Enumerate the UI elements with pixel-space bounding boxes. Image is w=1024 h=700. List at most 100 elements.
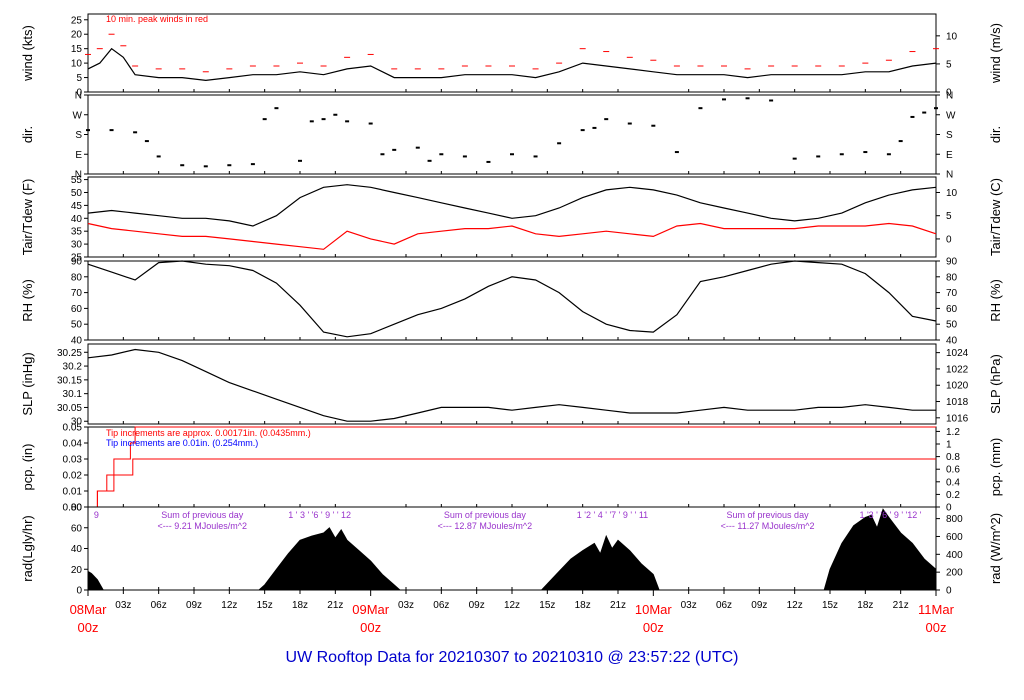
- rh-right-tick-label: 90: [946, 257, 958, 268]
- x-axis-day-time: 00z: [78, 620, 99, 635]
- rh-left-tick-label: 80: [71, 272, 83, 283]
- radiation-hour-label: 1 '2 ' 4 ' '7 ' 9 ' ' 11: [577, 510, 648, 520]
- dir-left-tick-label: E: [75, 150, 82, 161]
- precip-annotation: Tip increments are 0.01in. (0.254mm.): [106, 438, 258, 448]
- slp-slp-line: [87, 348, 936, 422]
- slp-right-tick-label: 1024: [946, 348, 969, 359]
- wind-ylabel-right: wind (m/s): [988, 23, 1003, 84]
- rad-right-tick-label: 0: [946, 586, 952, 597]
- radiation-sum-value: <--- 9.21 MJoules/m^2: [157, 521, 247, 531]
- pcp-left-tick-label: 0.03: [63, 455, 83, 466]
- radiation-sum-value: <--- 11.27 MJoules/m^2: [721, 521, 815, 531]
- wind-panel-frame: [87, 13, 937, 93]
- wind-ylabel-left: wind (kts): [20, 25, 35, 82]
- rh-ylabel-right: RH (%): [988, 279, 1003, 322]
- temp-right-tick-label: 10: [946, 188, 958, 199]
- rad-right-tick-label: 600: [946, 532, 963, 543]
- x-axis-tick-label: 12z: [221, 600, 237, 611]
- radiation-sum-value: <--- 12.87 MJoules/m^2: [438, 521, 533, 531]
- x-axis-tick-label: 03z: [115, 600, 131, 611]
- precip-step-line-2: [88, 426, 936, 508]
- x-axis-tick-label: 15z: [822, 600, 838, 611]
- slp-left-tick-label: 30.25: [57, 348, 82, 359]
- slp-left-tick-label: 30.2: [63, 362, 83, 373]
- rh-left-tick-label: 70: [71, 288, 83, 299]
- temp-left-tick-label: 30: [71, 240, 83, 251]
- temp-right-tick-label: 0: [946, 234, 952, 245]
- slp-left-tick-label: 30.05: [57, 403, 82, 414]
- dir-right-tick-label: N: [946, 170, 953, 181]
- slp-right-tick-label: 1020: [946, 381, 969, 392]
- x-axis-tick-label: 09z: [469, 600, 485, 611]
- x-axis-tick-label: 09z: [751, 600, 767, 611]
- wind-speed-line: [87, 47, 937, 82]
- dir-right-tick-label: W: [946, 110, 956, 121]
- precip-annotation: Tip increments are approx. 0.00171in. (0…: [106, 428, 311, 438]
- x-axis-day-label: 10Mar: [635, 602, 673, 617]
- pcp-right-tick-label: 0: [946, 503, 952, 514]
- dir-left-tick-label: S: [75, 130, 82, 141]
- slp-right-tick-label: 1016: [946, 413, 969, 424]
- dir-left-tick-label: W: [73, 110, 83, 121]
- rad-left-tick-label: 0: [76, 586, 82, 597]
- pcp-left-tick-label: 0.04: [63, 439, 83, 450]
- radiation-hour-label: 1 '3 ' '6 ' 9 ' '12 ': [859, 510, 921, 520]
- temp-left-tick-label: 45: [71, 201, 83, 212]
- rh-left-tick-label: 90: [71, 257, 83, 268]
- pcp-right-tick-label: 0.6: [946, 465, 960, 476]
- x-axis-tick-label: 15z: [257, 600, 273, 611]
- dir-ylabel-left: dir.: [20, 126, 35, 143]
- rh-right-tick-label: 50: [946, 320, 958, 331]
- pcp-right-tick-label: 1.2: [946, 427, 960, 438]
- x-axis-tick-label: 18z: [575, 600, 591, 611]
- x-axis-tick-label: 15z: [539, 600, 555, 611]
- rh-panel-frame: [87, 260, 937, 341]
- wind-left-tick-label: 15: [71, 44, 83, 55]
- wind-right-tick-label: 5: [946, 59, 952, 70]
- dir-right-tick-label: E: [946, 150, 953, 161]
- pcp-right-tick-label: 1: [946, 440, 952, 451]
- temp-left-tick-label: 55: [71, 175, 83, 186]
- rad-right-tick-label: 200: [946, 568, 963, 579]
- rh-left-tick-label: 40: [71, 336, 83, 347]
- rh-left-tick-label: 50: [71, 320, 83, 331]
- wind-left-tick-label: 20: [71, 30, 83, 41]
- rad-right-tick-label: 800: [946, 514, 963, 525]
- pcp-ylabel-left: pcp. (in): [20, 444, 35, 491]
- radiation-sum-label: Sum of previous day: [444, 510, 527, 520]
- x-axis-tick-label: 18z: [857, 600, 873, 611]
- temp-ylabel-left: Tair/Tdew (F): [20, 179, 35, 256]
- rh-right-tick-label: 60: [946, 304, 958, 315]
- temp-panel-frame: [87, 176, 937, 258]
- x-axis-tick-label: 21z: [610, 600, 626, 611]
- wind-right-tick-label: 10: [946, 31, 958, 42]
- radiation-area: [87, 508, 937, 591]
- rad-ylabel-left: rad(Lgly/hr): [20, 515, 35, 581]
- x-axis-tick-label: 06z: [433, 600, 449, 611]
- temp-right-tick-label: 5: [946, 211, 952, 222]
- radiation-hour-label: 9: [94, 510, 99, 520]
- x-axis-tick-label: 03z: [398, 600, 414, 611]
- dir-left-tick-label: N: [75, 91, 82, 102]
- rad-ylabel-right: rad (W/m^2): [988, 513, 1003, 584]
- temp-tair-line: [87, 184, 937, 227]
- x-axis-day-label: 09Mar: [352, 602, 390, 617]
- rad-left-tick-label: 80: [71, 503, 83, 514]
- pcp-left-tick-label: 0.01: [63, 487, 83, 498]
- slp-right-tick-label: 1022: [946, 364, 969, 375]
- pcp-left-tick-label: 0.02: [63, 471, 83, 482]
- radiation-sum-label: Sum of previous day: [161, 510, 244, 520]
- x-axis-tick-label: 21z: [893, 600, 909, 611]
- x-axis-tick-label: 09z: [186, 600, 202, 611]
- radiation-sum-label: Sum of previous day: [727, 510, 810, 520]
- wind-left-tick-label: 25: [71, 15, 83, 26]
- x-axis-day-time: 00z: [643, 620, 664, 635]
- temp-left-tick-label: 35: [71, 227, 83, 238]
- x-axis-day-time: 00z: [360, 620, 381, 635]
- rh-right-tick-label: 80: [946, 272, 958, 283]
- x-axis-tick-label: 18z: [292, 600, 308, 611]
- pcp-left-tick-label: 0.00: [63, 503, 83, 514]
- dir-right-tick-label: N: [946, 91, 953, 102]
- radiation-hour-label: 1 ' 3 ' '6 ' 9 ' ' 12: [288, 510, 351, 520]
